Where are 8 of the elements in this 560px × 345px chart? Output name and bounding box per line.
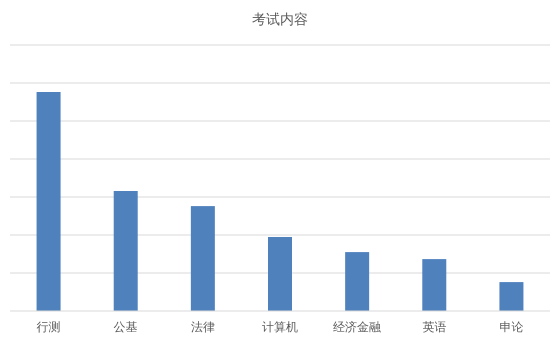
chart-title: 考试内容 xyxy=(252,12,308,28)
x-tick-label: 经济金融 xyxy=(333,320,382,334)
x-tick-label: 公基 xyxy=(114,320,138,334)
x-tick-label: 英语 xyxy=(422,320,446,334)
x-tick-label: 法律 xyxy=(190,320,215,334)
x-tick-label: 计算机 xyxy=(262,320,298,334)
x-tick-label: 申论 xyxy=(499,320,524,334)
x-tick-label: 行测 xyxy=(36,320,61,334)
